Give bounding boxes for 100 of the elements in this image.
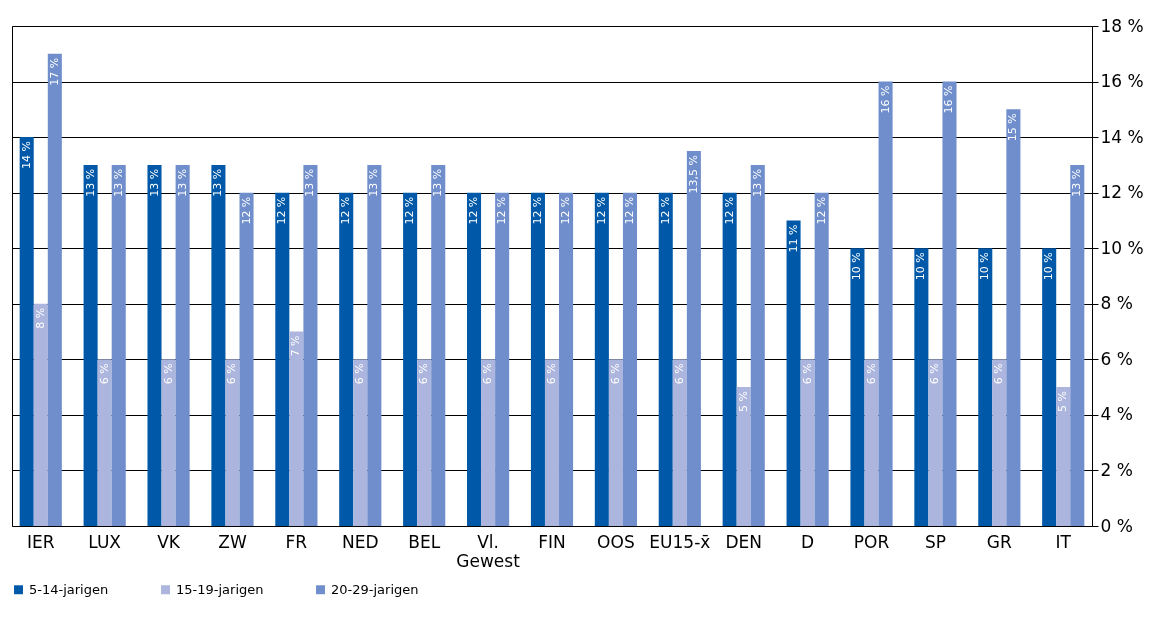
bar <box>786 220 801 526</box>
bar <box>403 192 418 526</box>
data-label: 12 % <box>403 196 417 225</box>
bar <box>97 359 112 526</box>
bar <box>978 248 993 526</box>
data-label: 13 % <box>111 168 125 197</box>
bar <box>47 53 62 526</box>
data-label: 6 % <box>864 363 878 385</box>
data-label: 15 % <box>1006 113 1020 142</box>
bar <box>239 192 254 526</box>
x-tick-label: ZW <box>218 531 247 552</box>
bar <box>1070 164 1085 526</box>
bar <box>367 164 382 526</box>
data-label: 7 % <box>289 335 303 357</box>
x-tick-label: SP <box>924 531 946 552</box>
bar <box>750 164 765 526</box>
bar <box>814 192 829 526</box>
bar <box>353 359 368 526</box>
x-tick-label: DEN <box>725 531 762 552</box>
bar <box>431 164 446 526</box>
data-label: 13,5 % <box>686 155 700 194</box>
data-label: 17 % <box>47 57 61 86</box>
data-label: 12 % <box>467 196 481 225</box>
bar <box>622 192 637 526</box>
bar <box>33 303 48 526</box>
bar <box>1006 109 1021 526</box>
data-label: 12 % <box>658 196 672 225</box>
x-tick-label: NED <box>342 531 379 552</box>
data-label: 12 % <box>559 196 573 225</box>
bar <box>594 192 609 526</box>
y-tick-label: 6 % <box>1100 348 1133 369</box>
bar <box>19 137 34 526</box>
bar <box>83 164 98 526</box>
legend-label: 5-14-jarigen <box>29 581 109 597</box>
bar <box>1042 248 1057 526</box>
x-tick-label: D <box>801 531 815 552</box>
y-tick-label: 10 % <box>1100 237 1144 258</box>
data-label: 10 % <box>978 252 992 281</box>
x-tick-label: VK <box>157 531 181 552</box>
data-label: 12 % <box>594 196 608 225</box>
bar <box>225 359 240 526</box>
data-label: 12 % <box>722 196 736 225</box>
x-tick-label: BEL <box>408 531 441 552</box>
bar <box>289 331 304 526</box>
legend-label: 20-29-jarigen <box>331 581 419 597</box>
bar <box>559 192 574 526</box>
data-label: 12 % <box>239 196 253 225</box>
data-label: 13 % <box>175 168 189 197</box>
data-label: 8 % <box>33 307 47 329</box>
x-tick-label: LUX <box>88 531 122 552</box>
bar <box>686 151 701 526</box>
data-label: 12 % <box>622 196 636 225</box>
y-tick-label: 8 % <box>1100 293 1133 314</box>
x-tick-label: GR <box>986 531 1013 552</box>
bar <box>672 359 687 526</box>
data-label: 16 % <box>942 85 956 114</box>
data-label: 5 % <box>1056 391 1070 413</box>
y-tick-label: 18 % <box>1100 15 1144 36</box>
bar <box>800 359 815 526</box>
data-label: 6 % <box>992 363 1006 385</box>
bar <box>864 359 879 526</box>
bar <box>175 164 190 526</box>
data-label: 12 % <box>495 196 509 225</box>
data-label: 10 % <box>1042 252 1056 281</box>
data-label: 12 % <box>275 196 289 225</box>
x-tick-label: EU15-x̄ <box>649 531 711 552</box>
x-tick-label: OOS <box>597 531 635 552</box>
data-label: 6 % <box>800 363 814 385</box>
bar <box>495 192 510 526</box>
bar <box>992 359 1007 526</box>
data-label: 6 % <box>353 363 367 385</box>
data-label: 10 % <box>914 252 928 281</box>
y-tick-label: 12 % <box>1100 182 1144 203</box>
y-tick-label: 0 % <box>1100 515 1133 536</box>
x-tick-label: FIN <box>538 531 566 552</box>
data-label: 13 % <box>431 168 445 197</box>
x-tick-label: IER <box>26 531 55 552</box>
bar <box>303 164 318 526</box>
bar <box>928 359 943 526</box>
data-label: 13 % <box>1070 168 1084 197</box>
bar <box>211 164 226 526</box>
bar <box>878 81 893 526</box>
bar <box>417 359 432 526</box>
bar <box>658 192 673 526</box>
bar <box>481 359 496 526</box>
data-label: 13 % <box>303 168 317 197</box>
x-tick-label: POR <box>853 531 890 552</box>
data-label: 6 % <box>417 363 431 385</box>
data-label: 6 % <box>481 363 495 385</box>
y-tick-label: 4 % <box>1100 404 1133 425</box>
data-label: 13 % <box>147 168 161 197</box>
data-label: 6 % <box>928 363 942 385</box>
bar <box>530 192 545 526</box>
bar <box>850 248 865 526</box>
data-label: 13 % <box>367 168 381 197</box>
bar <box>339 192 354 526</box>
x-tick-label: Vl. Gewest <box>456 531 521 571</box>
bar <box>275 192 290 526</box>
bar <box>942 81 957 526</box>
bar <box>914 248 929 526</box>
